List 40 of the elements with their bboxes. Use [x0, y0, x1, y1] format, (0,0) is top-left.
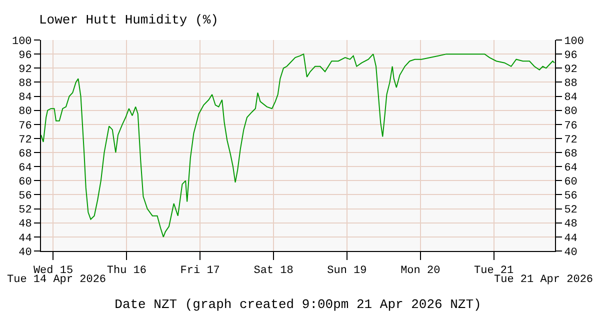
- y-tick-label: 48: [18, 218, 32, 231]
- y-tick-label: 40: [18, 246, 32, 259]
- y2-tick-label: 96: [564, 50, 578, 62]
- y2-tick-label: 64: [564, 162, 578, 174]
- y-tick-label: 92: [18, 64, 32, 76]
- x-axis-title: Date NZT (graph created 9:00pm 21 Apr 2026 NZT): [114, 296, 482, 312]
- x-tick-label: Mon 20: [400, 265, 440, 278]
- y2-tick-label: 72: [564, 134, 578, 146]
- y2-tick-label: 44: [564, 232, 578, 245]
- y-tick-label: 56: [18, 190, 32, 203]
- y2-tick-label: 92: [564, 64, 578, 76]
- y2-tick-label: 40: [564, 246, 578, 259]
- y-tick-label: 84: [18, 92, 32, 104]
- y-tick-label: 44: [18, 232, 32, 245]
- y2-tick-label: 80: [564, 106, 578, 118]
- x-tick-label: Sat 18: [254, 265, 294, 278]
- y2-tick-label: 88: [564, 78, 578, 90]
- chart-title: Lower Hutt Humidity (%): [39, 12, 218, 28]
- y2-tick-label: 56: [564, 190, 578, 203]
- y-tick-label: 96: [18, 50, 32, 62]
- line-series: [41, 54, 555, 238]
- y-tick-label: 60: [18, 176, 32, 189]
- x-tick-label: Sun 19: [327, 265, 367, 278]
- y2-tick-label: 52: [564, 204, 578, 217]
- x-tick-label: Thu 16: [106, 265, 146, 278]
- y-tick-label: 52: [18, 204, 32, 217]
- x-tick-label: Fri 17: [180, 265, 220, 278]
- y2-tick-label: 84: [564, 92, 578, 104]
- y-tick-label: 64: [18, 162, 32, 174]
- y-tick-label: 80: [18, 106, 32, 118]
- y-tick-label: 100: [12, 36, 32, 48]
- y-tick-label: 88: [18, 78, 32, 90]
- y2-tick-label: 100: [564, 36, 584, 48]
- y2-tick-label: 48: [564, 218, 578, 231]
- y-tick-label: 68: [18, 148, 32, 160]
- y2-tick-label: 68: [564, 148, 578, 160]
- y-tick-label: 76: [18, 120, 32, 132]
- y-tick-label: 72: [18, 134, 32, 146]
- y2-tick-label: 60: [564, 176, 578, 189]
- y2-tick-label: 76: [564, 120, 578, 132]
